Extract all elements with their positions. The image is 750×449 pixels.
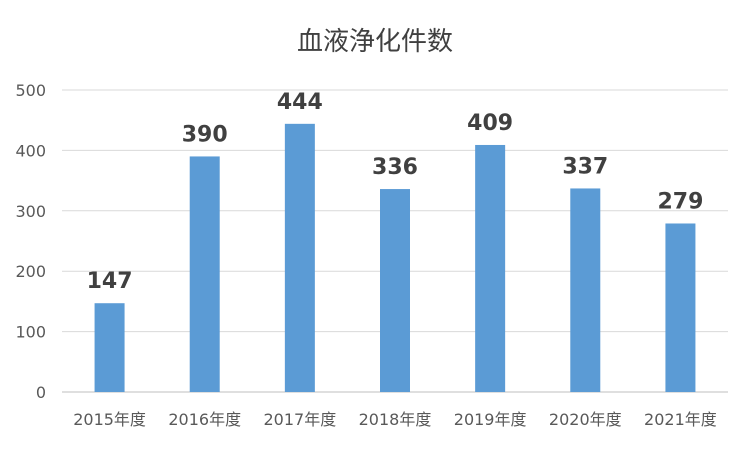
x-tick-label: 2021年度 xyxy=(644,410,717,429)
data-label: 147 xyxy=(87,269,133,294)
y-tick-label: 200 xyxy=(15,262,46,281)
data-label: 444 xyxy=(277,90,323,115)
bars xyxy=(94,123,696,392)
x-axis-ticks: 2015年度 2016年度 2017年度 2018年度 2019年度 2020年度 2021… xyxy=(73,410,717,429)
data-label: 409 xyxy=(467,111,513,136)
bar-2017年度 xyxy=(284,123,315,392)
data-label: 337 xyxy=(562,154,608,179)
y-tick-label: 400 xyxy=(15,141,46,160)
chart-title: 血液浄化件数 xyxy=(297,27,453,57)
x-tick-label: 2020年度 xyxy=(549,410,622,429)
bar-2021年度 xyxy=(665,223,696,392)
bar-2020年度 xyxy=(570,188,601,392)
bar-2015年度 xyxy=(94,303,125,392)
x-tick-label: 2015年度 xyxy=(73,410,146,429)
x-tick-label: 2019年度 xyxy=(454,410,527,429)
x-tick-label: 2016年度 xyxy=(168,410,241,429)
data-label: 390 xyxy=(182,122,228,147)
data-label: 279 xyxy=(657,189,703,214)
y-tick-label: 100 xyxy=(15,323,46,342)
bar-2019年度 xyxy=(475,144,506,392)
y-tick-label: 300 xyxy=(15,202,46,221)
y-axis-ticks: 0 100 200 300 400 500 xyxy=(15,81,46,402)
y-tick-label: 0 xyxy=(36,383,46,402)
y-tick-label: 500 xyxy=(15,81,46,100)
x-tick-label: 2017年度 xyxy=(263,410,336,429)
bar-2016年度 xyxy=(189,156,220,392)
x-tick-label: 2018年度 xyxy=(359,410,432,429)
data-labels: 147 390 444 336 409 337 279 xyxy=(87,90,704,294)
data-label: 336 xyxy=(372,155,418,180)
bar-2018年度 xyxy=(380,189,410,392)
